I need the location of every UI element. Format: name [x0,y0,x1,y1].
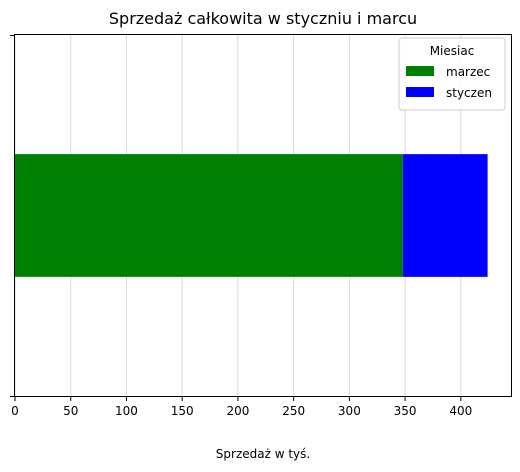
bar-styczen [402,154,488,277]
legend-swatch-styczen [406,87,434,97]
plot-frame [14,34,512,397]
x-tick-label: 0 [11,404,19,418]
legend: Miesiac marzec styczen [398,37,506,111]
legend-label-marzec: marzec [446,65,490,79]
chart-title: Sprzedaż całkowita w styczniu i marcu [109,9,417,28]
bars [15,154,488,277]
x-tick-label: 400 [449,404,472,418]
x-axis-label: Sprzedaż w tyś. [216,447,310,461]
x-tick-label: 250 [282,404,305,418]
legend-label-styczen: styczen [446,86,492,100]
x-tick-label: 150 [171,404,194,418]
bar-marzec [15,154,403,277]
x-axis: 0 50 100 150 200 250 300 350 400 [10,35,472,418]
x-tick-label: 300 [338,404,361,418]
x-tick-label: 200 [226,404,249,418]
legend-title: Miesiac [430,44,475,58]
x-tick-label: 50 [63,404,78,418]
legend-swatch-marzec [406,66,434,76]
x-tick-label: 350 [394,404,417,418]
x-tick-label: 100 [115,404,138,418]
